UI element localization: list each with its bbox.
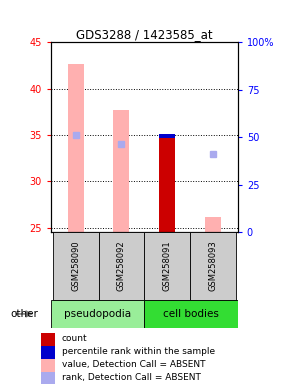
- Bar: [144, 300, 238, 328]
- Text: count: count: [61, 334, 87, 343]
- Bar: [159, 138, 175, 232]
- Text: GSM258093: GSM258093: [208, 240, 217, 291]
- Text: cell bodies: cell bodies: [163, 309, 219, 319]
- Bar: [159, 134, 175, 138]
- Bar: [41, 346, 55, 361]
- Text: GSM258091: GSM258091: [163, 241, 172, 291]
- Bar: [113, 110, 129, 232]
- Bar: [99, 232, 144, 300]
- Title: GDS3288 / 1423585_at: GDS3288 / 1423585_at: [76, 28, 213, 41]
- Bar: [41, 372, 55, 384]
- Bar: [68, 64, 84, 232]
- Bar: [41, 333, 55, 348]
- Text: GSM258092: GSM258092: [117, 241, 126, 291]
- Text: rank, Detection Call = ABSENT: rank, Detection Call = ABSENT: [61, 373, 200, 382]
- Bar: [190, 232, 235, 300]
- Text: other: other: [10, 309, 38, 319]
- Text: GSM258090: GSM258090: [71, 241, 80, 291]
- Text: pseudopodia: pseudopodia: [64, 309, 131, 319]
- Bar: [144, 232, 190, 300]
- Bar: [51, 300, 144, 328]
- Bar: [53, 232, 99, 300]
- Text: percentile rank within the sample: percentile rank within the sample: [61, 347, 215, 356]
- Bar: [41, 359, 55, 374]
- Text: value, Detection Call = ABSENT: value, Detection Call = ABSENT: [61, 360, 205, 369]
- Bar: [205, 217, 221, 232]
